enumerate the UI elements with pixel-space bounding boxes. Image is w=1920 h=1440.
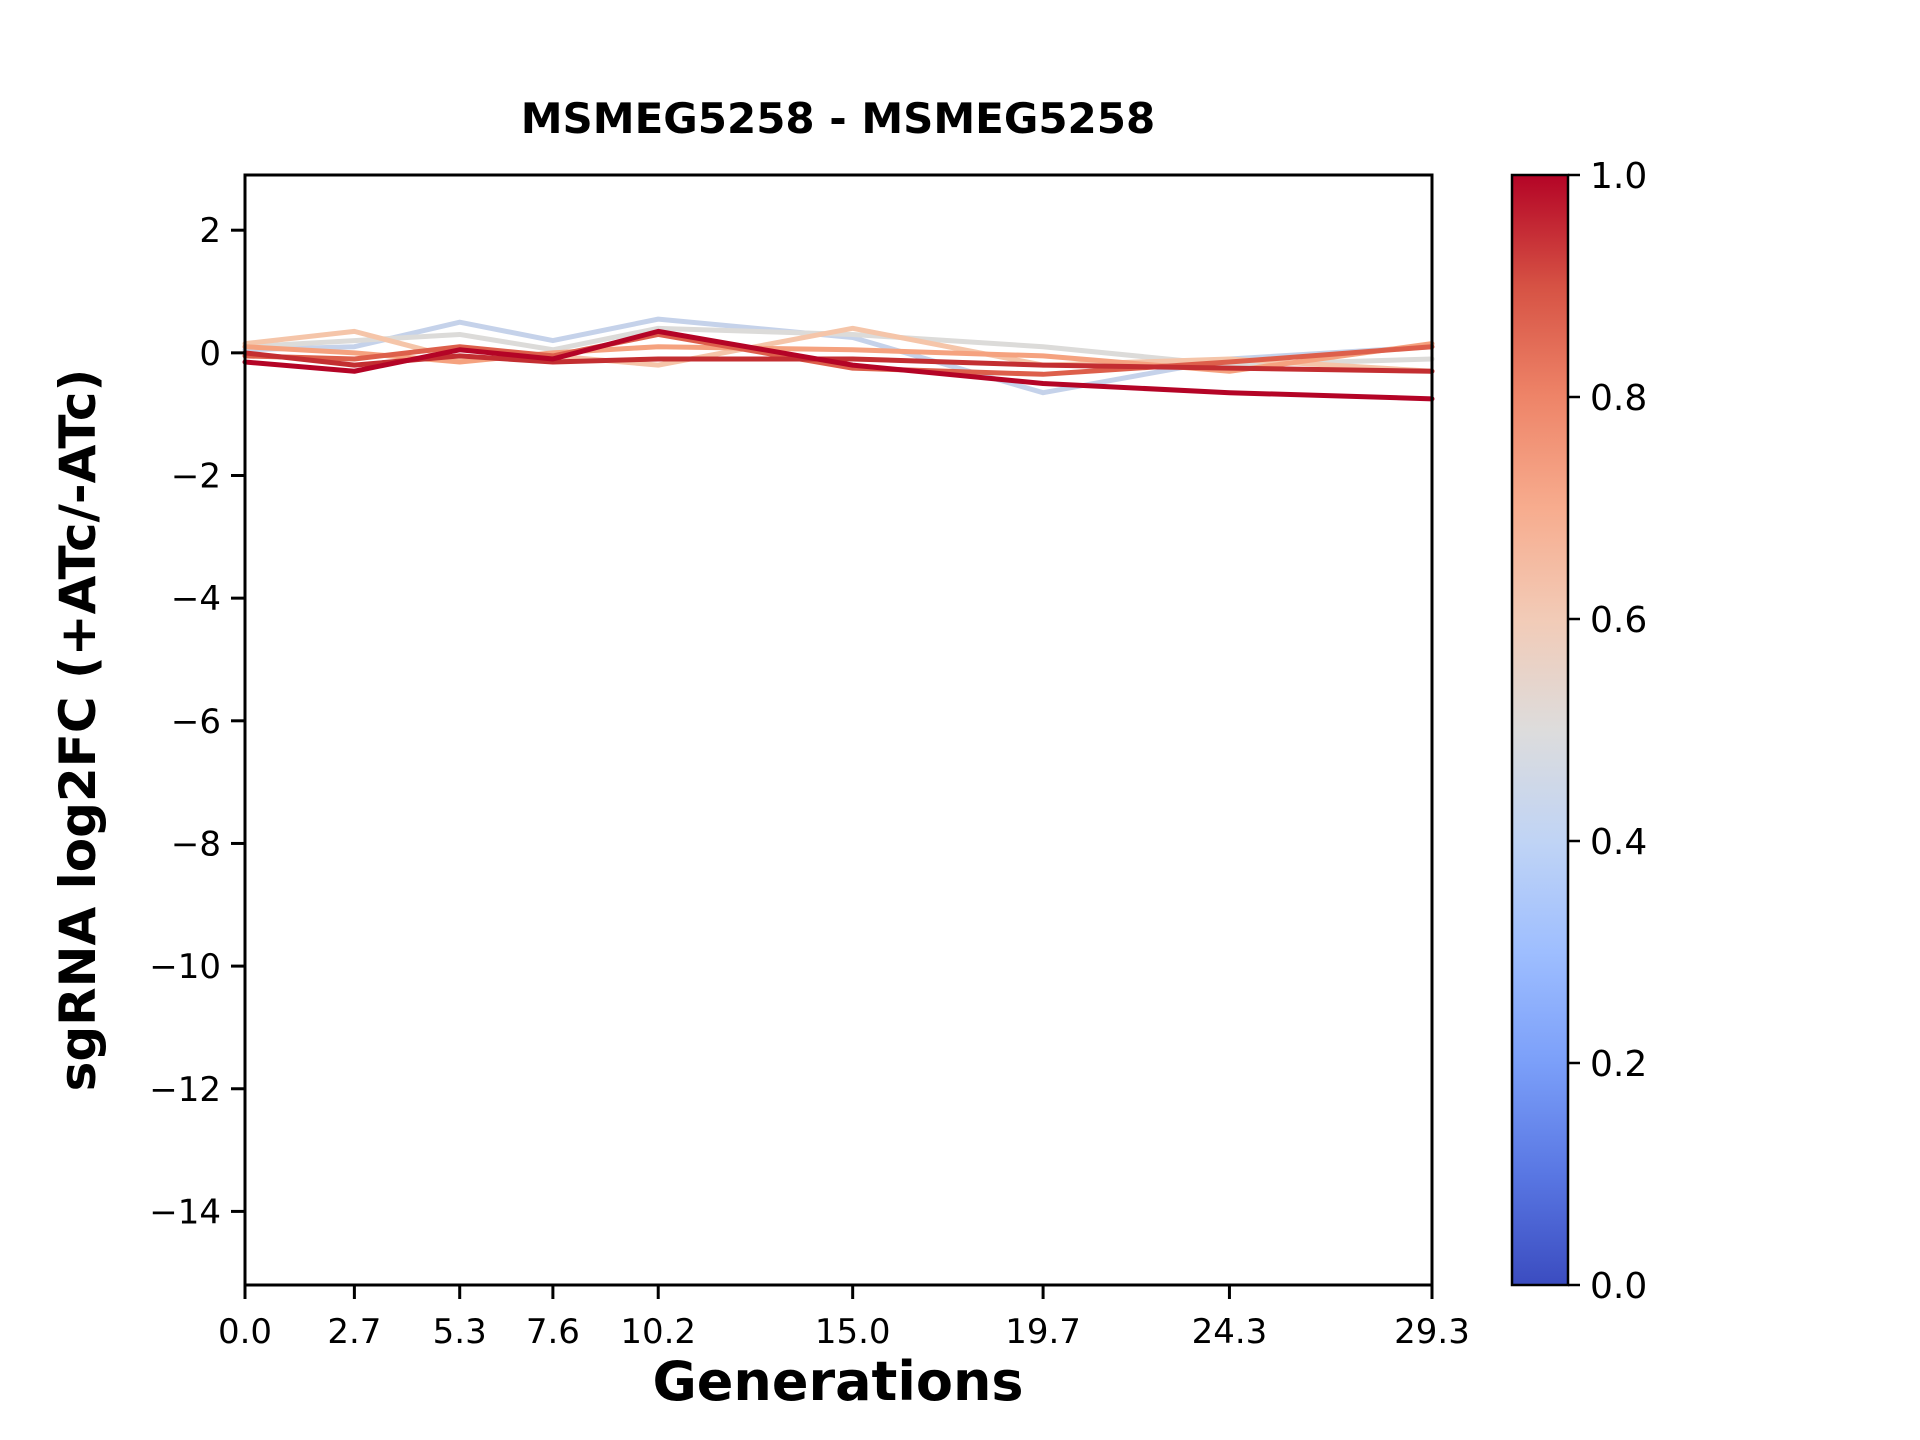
y-tick-label: −2 xyxy=(171,456,221,496)
x-tick-label: 29.3 xyxy=(1394,1312,1470,1352)
colorbar-tick-label: 0.4 xyxy=(1590,822,1647,863)
colorbar-tick-label: 0.6 xyxy=(1590,600,1647,641)
y-tick-label: −14 xyxy=(149,1192,221,1232)
x-tick-label: 5.3 xyxy=(433,1312,487,1352)
x-tick-label: 10.2 xyxy=(620,1312,696,1352)
colorbar: 0.0 0.2 0.4 0.6 0.8 1.0 xyxy=(1510,156,1647,1307)
x-tick-label: 24.3 xyxy=(1192,1312,1268,1352)
chart-title: MSMEG5258 - MSMEG5258 xyxy=(521,94,1155,143)
colorbar-tick-label: 0.2 xyxy=(1590,1044,1647,1085)
y-tick-label: −8 xyxy=(171,824,221,864)
y-tick-label: −10 xyxy=(149,947,221,987)
colorbar-tick-label: 0.8 xyxy=(1590,378,1647,419)
y-tick-label: 0 xyxy=(199,334,221,374)
x-tick-label: 2.7 xyxy=(327,1312,381,1352)
plot-border xyxy=(243,173,1434,1287)
x-tick-label: 0.0 xyxy=(218,1312,272,1352)
y-tick-label: 2 xyxy=(199,211,221,251)
y-tick-label: −6 xyxy=(171,702,221,742)
series-line-7 xyxy=(242,328,1435,402)
colorbar-tick-label: 0.0 xyxy=(1590,1266,1647,1307)
y-tick-label: −12 xyxy=(149,1070,221,1110)
colorbar-tick-label: 1.0 xyxy=(1590,156,1647,197)
colorbar-bar xyxy=(1510,173,1570,1287)
plot-area: 0.0 2.7 5.3 7.6 10.2 15.0 19.7 24.3 29.3 2 0 −2 −4 −6… xyxy=(149,173,1470,1352)
y-axis-label: sgRNA log2FC (+ATc/-ATc) xyxy=(49,369,107,1092)
x-tick-label: 7.6 xyxy=(526,1312,580,1352)
x-tick-label: 15.0 xyxy=(815,1312,891,1352)
x-tick-label: 19.7 xyxy=(1005,1312,1081,1352)
series-line-3 xyxy=(242,325,1435,374)
x-axis-label: Generations xyxy=(652,1350,1023,1413)
y-tick-label: −4 xyxy=(171,579,221,619)
